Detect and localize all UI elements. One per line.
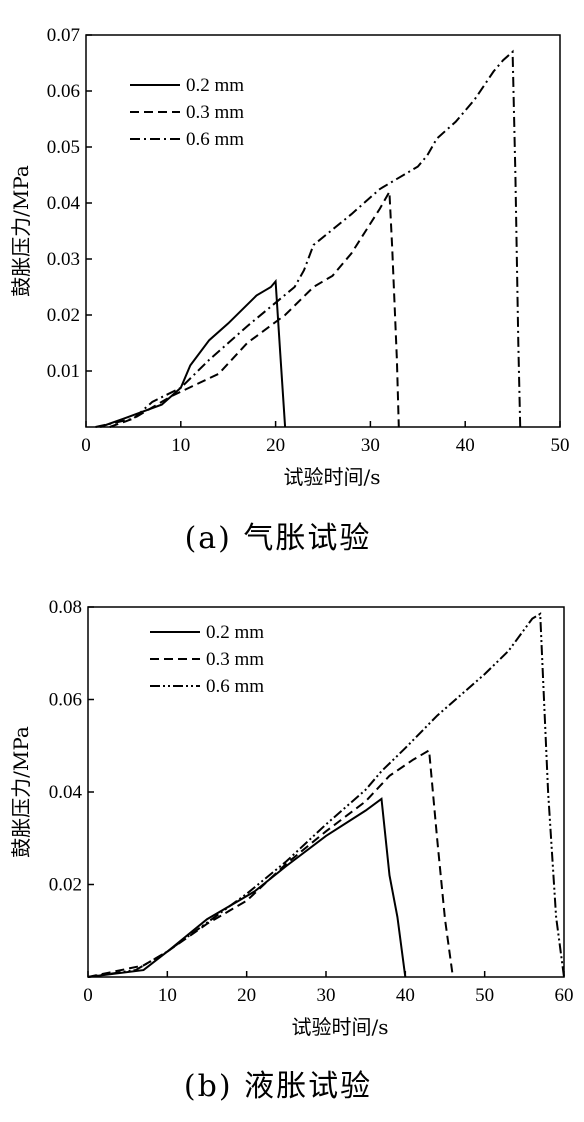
chart-b-series-layer bbox=[87, 612, 565, 978]
chart-panel-b: 0 10 20 30 40 50 60 0.02 0.04 0.06 0.08 试验时间/s 鼓胀压… bbox=[9, 597, 574, 1104]
chart-b-x-tick-label: 20 bbox=[237, 985, 256, 1006]
chart-a-series-3-line bbox=[95, 49, 522, 428]
chart-a-y-tick-label: 0.02 bbox=[47, 305, 80, 326]
chart-b-legend-label-1: 0.2 mm bbox=[206, 622, 264, 643]
chart-a-x-tick-label: 50 bbox=[551, 435, 570, 456]
chart-a-y-tick-label: 0.04 bbox=[47, 193, 81, 214]
chart-b-y-tick-label: 0.06 bbox=[49, 690, 82, 711]
chart-b-legend-label-3: 0.6 mm bbox=[206, 676, 264, 697]
chart-b-series-1-line bbox=[87, 797, 407, 978]
chart-a-legend: 0.2 mm 0.3 mm 0.6 mm bbox=[130, 75, 244, 150]
chart-b-ticks: 0 10 20 30 40 50 60 0.02 0.04 0.06 0.08 bbox=[49, 597, 574, 1006]
chart-a-y-tick-label: 0.06 bbox=[47, 81, 80, 102]
chart-b-x-axis-label: 试验时间/s bbox=[291, 1015, 388, 1039]
chart-a-x-axis-label: 试验时间/s bbox=[283, 465, 380, 489]
chart-b-y-axis-label: 鼓胀压力/MPa bbox=[9, 726, 33, 858]
chart-b-series-3-line bbox=[87, 612, 565, 978]
chart-a-x-tick-label: 20 bbox=[266, 435, 285, 456]
chart-a-series-2-line bbox=[109, 188, 400, 428]
chart-b-x-tick-label: 10 bbox=[158, 985, 177, 1006]
chart-b-series-2-line bbox=[87, 748, 454, 978]
chart-a-ticks: 0 10 20 30 40 50 0.01 0.02 0.03 0.04 0.05 0.06 0.07 bbox=[47, 25, 570, 456]
chart-b-y-tick-label: 0.02 bbox=[49, 875, 82, 896]
chart-a-x-tick-label: 40 bbox=[456, 435, 475, 456]
chart-b-x-tick-label: 40 bbox=[396, 985, 415, 1006]
chart-b-x-tick-label: 60 bbox=[555, 985, 574, 1006]
chart-a-series-1-line bbox=[99, 278, 287, 428]
chart-b-y-tick-label: 0.08 bbox=[49, 597, 82, 618]
chart-a-y-tick-label: 0.05 bbox=[47, 137, 80, 158]
chart-a-y-tick-label: 0.07 bbox=[47, 25, 80, 46]
chart-a-series-layer bbox=[95, 49, 522, 428]
chart-b-axes-frame bbox=[87, 606, 565, 978]
chart-a-y-tick-label: 0.01 bbox=[47, 361, 80, 382]
chart-a-legend-label-2: 0.3 mm bbox=[186, 102, 244, 123]
chart-b-legend-label-2: 0.3 mm bbox=[206, 649, 264, 670]
chart-a-axes-frame bbox=[85, 34, 561, 428]
chart-a-x-tick-label: 30 bbox=[361, 435, 380, 456]
chart-panel-a: 0 10 20 30 40 500.010.020.030.040.050.060.07 … bbox=[9, 25, 570, 556]
chart-a-caption: (a) 气胀试验 bbox=[185, 521, 372, 556]
chart-a-legend-label-1: 0.2 mm bbox=[186, 75, 244, 96]
chart-b-x-tick-label: 50 bbox=[475, 985, 494, 1006]
chart-a-x-tick-label: 0 bbox=[81, 435, 91, 456]
chart-a-legend-label-3: 0.6 mm bbox=[186, 129, 244, 150]
chart-a-x-tick-label: 10 bbox=[171, 435, 190, 456]
chart-a-y-axis-label: 鼓胀压力/MPa bbox=[9, 165, 33, 297]
chart-b-x-tick-label: 30 bbox=[317, 985, 336, 1006]
chart-b-x-tick-label: 0 bbox=[83, 985, 93, 1006]
chart-b-legend: 0.2 mm 0.3 mm 0.6 mm bbox=[150, 622, 264, 697]
chart-b-caption: (b) 液胀试验 bbox=[184, 1069, 372, 1104]
chart-b-y-tick-label: 0.04 bbox=[49, 782, 83, 803]
chart-a-y-tick-label: 0.03 bbox=[47, 249, 80, 270]
